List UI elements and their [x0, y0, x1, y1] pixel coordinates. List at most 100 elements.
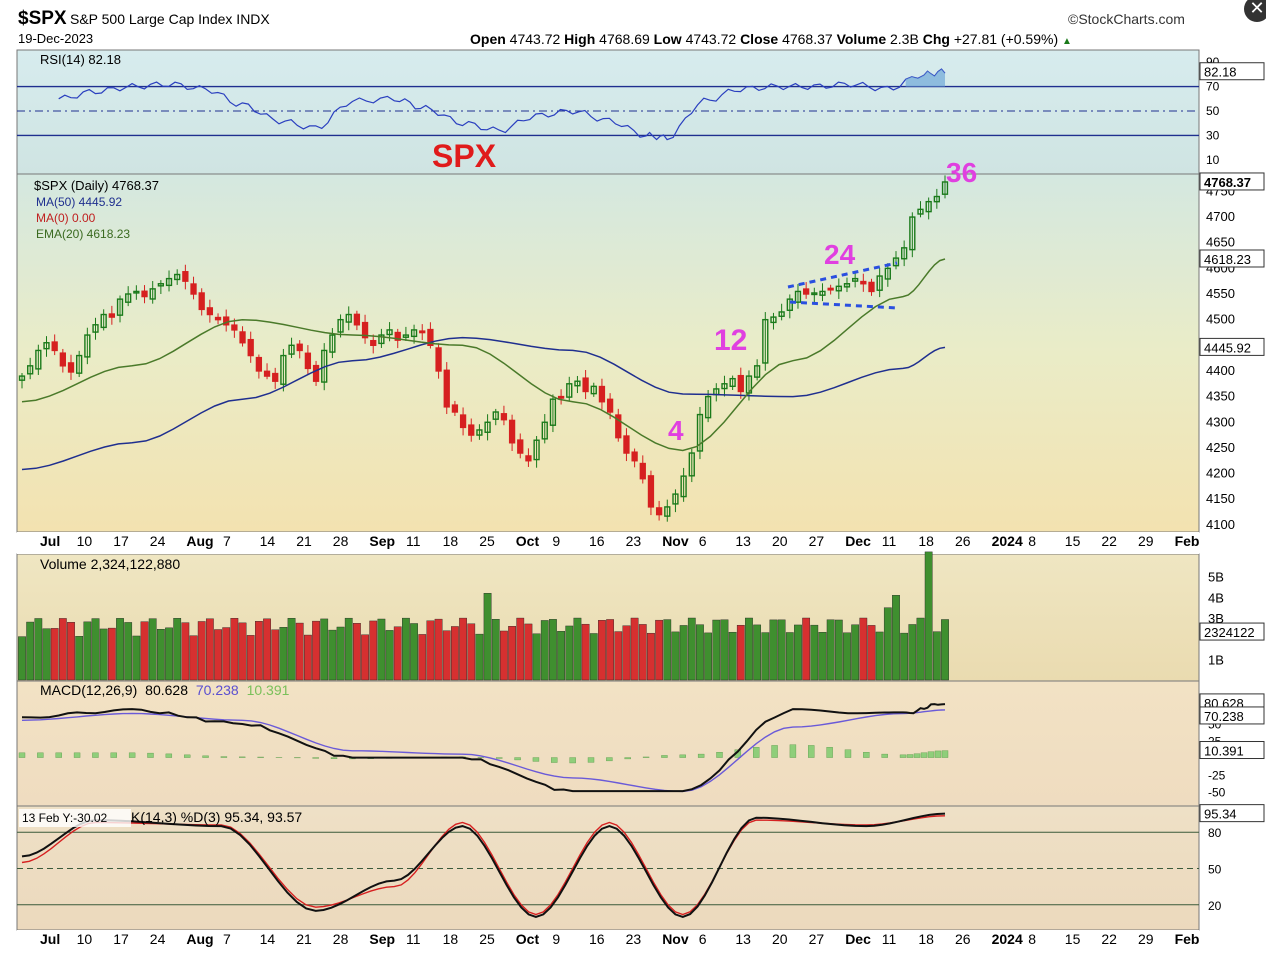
- price-candle: [582, 377, 589, 393]
- price-candle: [933, 195, 940, 203]
- rsi-current-tag: 82.18: [1204, 65, 1237, 80]
- macd-histogram-bar: [55, 752, 62, 758]
- price-candle: [35, 349, 42, 370]
- x-axis-label-bottom: 9: [552, 931, 560, 947]
- price-candle: [533, 439, 540, 461]
- x-axis-label-top: 26: [955, 533, 971, 549]
- volume-bar: [843, 632, 851, 681]
- volume-current-tag: 2324122: [1204, 625, 1255, 640]
- macd-histogram-bar: [606, 757, 613, 762]
- close-icon[interactable]: ✕: [1244, 0, 1266, 22]
- macd-histogram-bar: [514, 757, 521, 761]
- x-axis-label-top: Jul: [40, 533, 60, 549]
- price-candle: [125, 293, 132, 303]
- price-candle: [419, 330, 426, 334]
- volume-bar: [557, 631, 565, 681]
- price-candle: [296, 343, 303, 352]
- volume-bar: [908, 624, 917, 681]
- macd-legend-signal: 70.238: [196, 682, 239, 698]
- volume-bar: [598, 620, 606, 681]
- x-axis-label-bottom: 10: [77, 931, 93, 947]
- x-axis-label-top: 2024: [992, 533, 1023, 549]
- volume-bar: [451, 626, 459, 681]
- volume-bar: [263, 618, 271, 681]
- price-panel: [16, 173, 1200, 533]
- volume-bar: [491, 619, 500, 681]
- price-candle: [901, 247, 908, 260]
- price-candle: [370, 339, 377, 347]
- price-candle: [141, 290, 148, 298]
- price-candle: [737, 374, 744, 393]
- price-ma50-tag: 4445.92: [1204, 340, 1251, 355]
- x-axis-label-bottom: 11: [882, 931, 897, 947]
- chart-date: 19-Dec-2023: [18, 31, 94, 46]
- price-candle: [598, 385, 606, 403]
- volume-bar: [467, 623, 476, 681]
- volume-bar: [156, 629, 165, 681]
- open-label: Open: [470, 31, 506, 47]
- volume-bar: [393, 626, 402, 681]
- stochastic-tick-label: 80: [1208, 826, 1222, 840]
- price-candle: [925, 200, 932, 213]
- volume-bar: [532, 633, 541, 681]
- macd-histogram-bar: [183, 754, 191, 758]
- price-candle: [27, 365, 34, 375]
- volume-tick-label: 3B: [1208, 611, 1224, 626]
- volume-bar: [344, 617, 353, 681]
- x-axis-label-top: 17: [113, 533, 129, 549]
- rsi-tick-label: 70: [1206, 80, 1220, 94]
- price-candle: [762, 318, 769, 364]
- macd-histogram-bar: [220, 756, 228, 758]
- price-candle: [92, 324, 99, 333]
- volume-bar: [75, 636, 84, 681]
- chg-label: Chg: [922, 31, 950, 47]
- volume-bar: [26, 621, 35, 681]
- volume-bar: [205, 618, 214, 681]
- volume-bar: [99, 628, 108, 681]
- x-axis-label-bottom: 23: [626, 931, 642, 947]
- price-candle: [721, 383, 728, 390]
- price-candle: [688, 452, 695, 477]
- volume-tick-label: 5B: [1208, 570, 1224, 585]
- volume-label: Volume: [836, 31, 887, 47]
- price-candle: [288, 344, 295, 355]
- price-candle: [76, 354, 83, 374]
- volume-bar: [304, 634, 312, 681]
- rsi-tick-label: 50: [1206, 104, 1220, 118]
- price-candle: [819, 290, 826, 296]
- volume-bar: [328, 629, 337, 681]
- volume-bar: [483, 593, 492, 681]
- x-axis-label-bottom: 15: [1065, 931, 1081, 947]
- macd-line: [21, 703, 946, 793]
- x-axis-label-top: 28: [333, 533, 349, 549]
- x-axis-label-bottom: Sep: [369, 931, 395, 947]
- volume-bar: [630, 617, 639, 681]
- price-candle: [811, 292, 818, 296]
- volume-bar: [34, 618, 43, 681]
- price-candle: [272, 372, 279, 382]
- volume-bar: [794, 624, 802, 681]
- price-candle: [247, 338, 254, 357]
- x-axis-label-bottom: 26: [955, 931, 971, 947]
- stochastic-crosshair-label: 13 Feb Y:-30.02: [22, 811, 108, 825]
- macd-hist-tag: 10.391: [1204, 744, 1244, 759]
- volume-bar: [589, 633, 598, 681]
- volume-legend: Volume 2,324,122,880: [40, 556, 180, 572]
- x-axis-label-bottom: 24: [150, 931, 166, 947]
- macd-histogram-bar: [532, 757, 540, 762]
- macd-histogram-bar: [881, 753, 888, 758]
- price-tick-label: 4250: [1206, 440, 1235, 455]
- price-candle: [606, 398, 614, 413]
- price-candle: [280, 354, 287, 385]
- price-candle: [43, 342, 50, 350]
- volume-bar: [336, 626, 345, 681]
- volume-bar: [140, 621, 149, 681]
- price-candle: [729, 377, 736, 388]
- price-candle: [664, 506, 671, 517]
- volume-bar: [361, 634, 369, 681]
- volume-bar: [42, 628, 51, 681]
- x-axis-label-bottom: 18: [918, 931, 934, 947]
- volume-bar: [18, 636, 26, 681]
- macd-histogram-bar: [496, 757, 503, 759]
